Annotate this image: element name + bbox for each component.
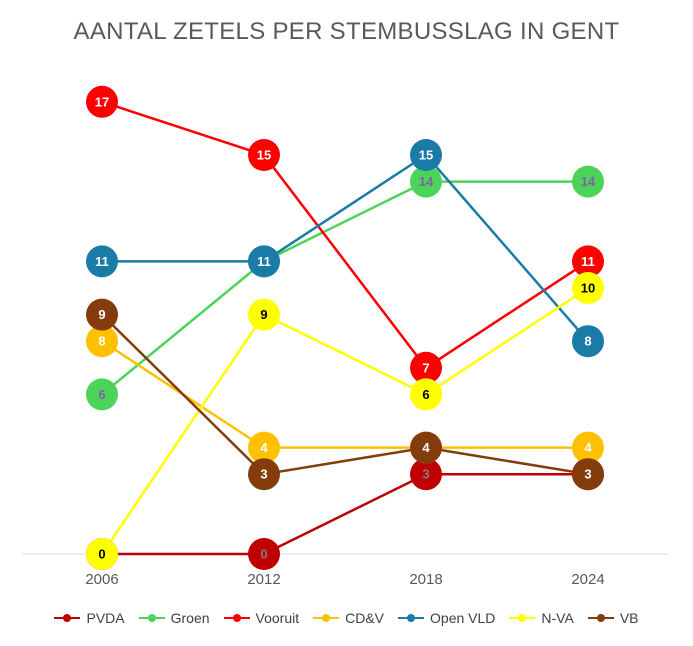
series-line-open-vld	[102, 153, 589, 343]
x-tick-label: 2024	[571, 571, 604, 588]
legend-swatch-vooruit	[223, 614, 250, 622]
series-markers: 00336111414171571184441111158096109343	[86, 85, 604, 570]
legend-swatch-pvda	[54, 614, 81, 622]
series-line-vb	[101, 313, 589, 476]
data-point-pvda	[410, 458, 442, 491]
data-label-groen: 6	[98, 387, 105, 402]
legend-label: N-VA	[541, 610, 574, 626]
legend-label: Vooruit	[255, 610, 300, 626]
data-label-n-va: 6	[422, 387, 429, 402]
data-point-n-va	[86, 538, 118, 570]
legend-label: Groen	[170, 610, 210, 626]
data-point-cd-v	[572, 431, 604, 464]
series-line-cd-v	[101, 340, 588, 449]
data-point-vb	[410, 431, 442, 464]
data-label-open-vld: 11	[257, 254, 271, 269]
legend-item-cd-v: CD&V	[313, 610, 384, 626]
data-label-open-vld: 8	[584, 334, 591, 349]
data-point-n-va	[248, 298, 280, 331]
data-label-n-va: 0	[98, 547, 105, 562]
data-label-n-va: 10	[581, 281, 595, 296]
legend-label: PVDA	[86, 610, 125, 626]
data-label-vooruit: 15	[257, 148, 271, 163]
data-label-vooruit: 11	[581, 254, 595, 269]
data-label-pvda: 0	[260, 547, 267, 562]
x-tick-label: 2006	[85, 571, 118, 588]
data-point-cd-v	[86, 325, 118, 358]
data-point-cd-v	[248, 431, 280, 464]
data-point-n-va	[572, 272, 604, 304]
data-label-cd-v: 8	[98, 334, 105, 349]
series-line-groen	[101, 180, 588, 396]
x-tick-label: 2018	[409, 571, 442, 588]
series-line-n-va	[100, 286, 589, 555]
series-line-pvda	[102, 472, 588, 556]
legend-swatch-cd-v	[313, 614, 340, 622]
legend-item-groen: Groen	[138, 610, 210, 626]
data-label-open-vld: 15	[419, 148, 433, 163]
x-tick-label: 2012	[247, 571, 280, 588]
legend-item-open-vld: Open VLD	[398, 610, 495, 626]
legend-label: VB	[619, 610, 639, 626]
data-point-vooruit	[248, 139, 280, 171]
data-label-vb: 9	[98, 307, 105, 322]
legend-swatch-vb	[587, 614, 614, 622]
data-label-vb: 3	[260, 467, 267, 482]
x-axis: 2006 2012 2018 2024	[22, 553, 668, 588]
series-line-vooruit	[101, 100, 589, 370]
data-point-groen	[572, 165, 604, 198]
data-label-n-va: 9	[260, 307, 267, 322]
data-point-vb	[86, 298, 118, 331]
chart-title: AANTAL ZETELS PER STEMBUSSLAG IN GENT	[73, 18, 620, 45]
legend-item-pvda: PVDA	[54, 610, 125, 626]
legend-swatch-groen	[138, 614, 165, 622]
data-label-cd-v: 4	[260, 440, 268, 455]
data-label-open-vld: 11	[95, 254, 109, 269]
data-label-pvda: 3	[422, 467, 429, 482]
data-point-open-vld	[248, 245, 280, 278]
legend-item-vooruit: Vooruit	[223, 610, 300, 626]
data-label-vb: 3	[584, 467, 591, 482]
data-point-groen	[410, 165, 442, 198]
data-label-vb: 4	[422, 440, 430, 455]
data-label-groen: 14	[581, 174, 596, 189]
legend-swatch-open-vld	[398, 614, 425, 622]
legend-label: CD&V	[345, 610, 385, 626]
data-point-vooruit	[410, 351, 442, 384]
data-label-groen: 14	[419, 174, 434, 189]
legend-label: Open VLD	[430, 610, 496, 626]
data-point-vb	[572, 458, 604, 491]
data-label-vooruit: 7	[422, 360, 429, 375]
data-point-vb	[248, 458, 280, 491]
series-lines	[100, 100, 589, 556]
data-point-pvda	[248, 538, 280, 570]
data-point-groen	[86, 378, 118, 411]
legend-swatch-n-va	[509, 614, 536, 622]
data-point-open-vld	[86, 245, 118, 278]
plot-area: 2006 2012 2018 2024 0 0 3 3 6 11 14 14 17 15 7 11 8 4 4 4 1…	[22, 85, 668, 588]
legend-item-vb: VB	[587, 610, 639, 626]
data-point-open-vld	[572, 325, 604, 358]
data-point-vooruit	[572, 245, 604, 278]
data-label-vooruit: 17	[95, 94, 109, 109]
legend: PVDA Groen Vooruit CD&V Open VLD N-VA VB	[0, 606, 693, 630]
legend-item-n-va: N-VA	[509, 610, 574, 626]
data-point-open-vld	[410, 139, 442, 171]
data-point-vooruit	[86, 85, 118, 118]
data-point-n-va	[410, 378, 442, 411]
data-label-cd-v: 4	[584, 440, 592, 455]
